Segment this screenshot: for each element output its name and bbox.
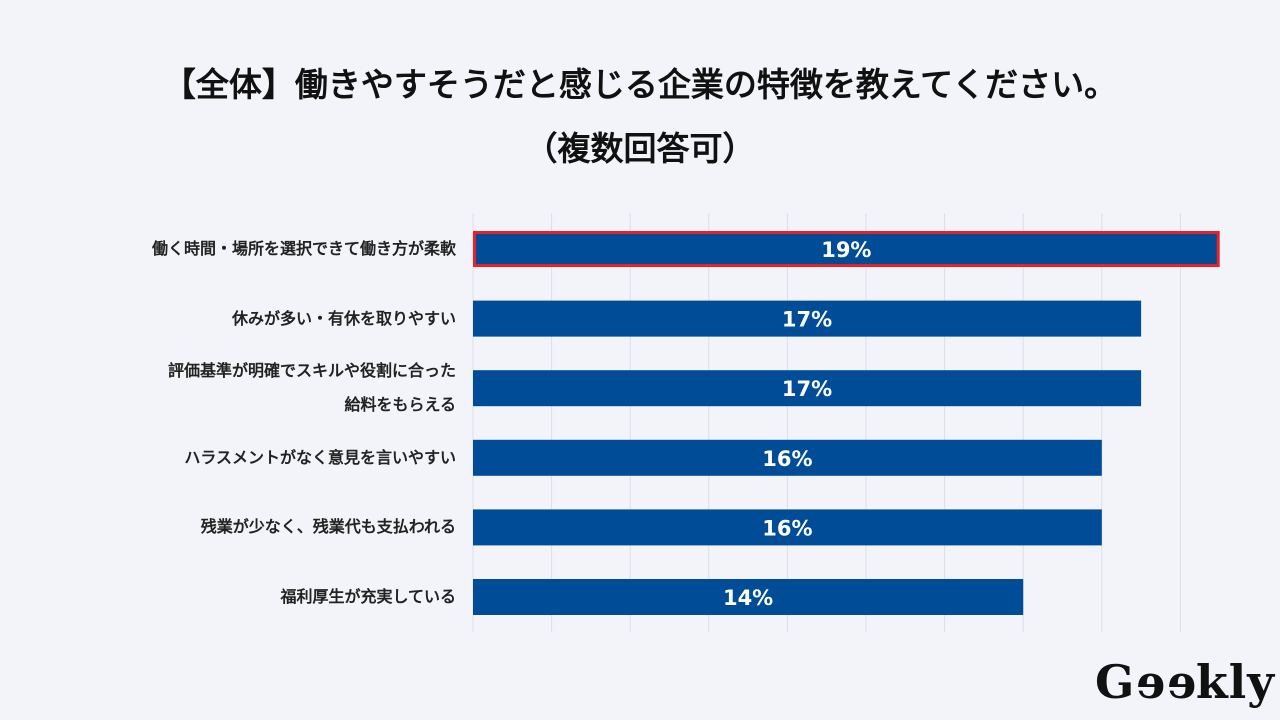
geekly-logo: Geekly	[1095, 655, 1275, 709]
data-label: 14%	[723, 586, 773, 610]
category-label: 評価基準が明確でスキルや役割に合った 給料をもらえる	[167, 361, 456, 415]
bar	[473, 439, 1102, 476]
data-label: 16%	[762, 516, 812, 540]
bar	[473, 579, 1024, 615]
bar	[473, 370, 1142, 407]
category-label: 働く時間・場所を選択できて働き方が柔軟	[151, 239, 456, 258]
category-label: 残業が少なく、残業代も支払われる	[200, 517, 456, 537]
data-label: 16%	[762, 447, 812, 471]
chart-title: 【全体】働きやすそうだと感じる企業の特徴を教えてください。	[162, 65, 1118, 104]
bar-highlighted	[473, 231, 1220, 267]
data-label: 17%	[782, 308, 832, 332]
chart-subtitle: （複数回答可）	[524, 129, 756, 168]
data-label: 19%	[821, 238, 871, 262]
category-label: ハラスメントがなく意見を言いやすい	[184, 447, 456, 467]
bar	[473, 300, 1142, 337]
bar	[473, 509, 1102, 546]
category-label: 休みが多い・有休を取りやすい	[231, 308, 456, 328]
category-label: 福利厚生が充実している	[280, 587, 456, 606]
data-label: 17%	[782, 377, 832, 401]
